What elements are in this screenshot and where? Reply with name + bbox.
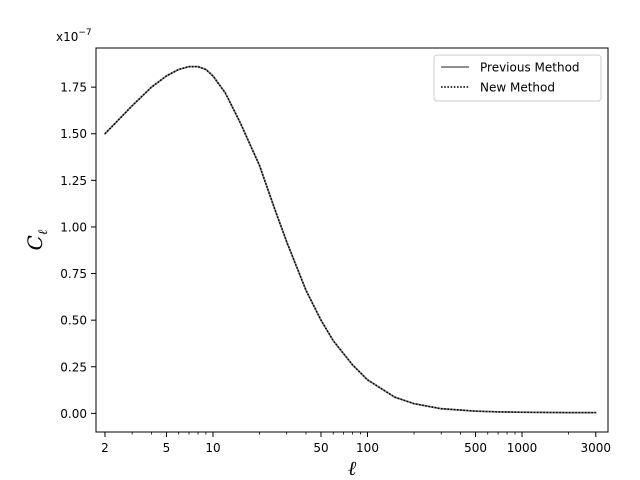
x-axis: 2 5 10 50 100 500 1000 3000 ℓ: [101, 432, 611, 480]
y-tick-label: 1.50: [60, 127, 87, 141]
y-tick-label: 1.25: [60, 174, 87, 188]
series-line-new-method: [104, 65, 596, 414]
series-line-previous-method: [104, 65, 597, 414]
legend-box: [433, 54, 602, 102]
y-tick-label: 0.00: [60, 407, 87, 421]
plot-area: [95, 47, 609, 433]
y-tick-label: 1.75: [60, 81, 87, 95]
y-axis: 0.00 0.25 0.50 0.75 1.00 1.25 1.50 1.75 x10−7 Cℓ: [23, 28, 96, 421]
y-axis-label-base: C: [23, 235, 47, 250]
legend-label-previous-method: Previous Method: [480, 61, 580, 75]
y-axis-label: Cℓ: [23, 229, 51, 250]
y-tick-label: 1.00: [60, 220, 87, 234]
x-tick-label: 500: [464, 441, 487, 455]
x-tick-label: 2: [101, 441, 109, 455]
x-tick-label: 5: [163, 441, 171, 455]
y-offset-exponent: −7: [78, 28, 91, 38]
y-axis-label-subscript: ℓ: [36, 229, 51, 235]
y-tick-label: 0.75: [60, 267, 87, 281]
x-tick-label: 1000: [507, 441, 538, 455]
x-tick-label: 3000: [580, 441, 611, 455]
y-offset-text: x10−7: [56, 28, 92, 44]
x-tick-label: 10: [205, 441, 220, 455]
y-tick-label: 0.25: [60, 360, 87, 374]
y-offset-base: x10: [56, 30, 78, 44]
legend: Previous Method New Method: [433, 54, 602, 102]
plot-frame: [95, 47, 609, 433]
x-axis-label: ℓ: [348, 456, 357, 480]
y-tick-label: 0.50: [60, 314, 87, 328]
x-tick-label: 100: [356, 441, 379, 455]
x-tick-label: 50: [313, 441, 328, 455]
legend-label-new-method: New Method: [480, 81, 555, 95]
